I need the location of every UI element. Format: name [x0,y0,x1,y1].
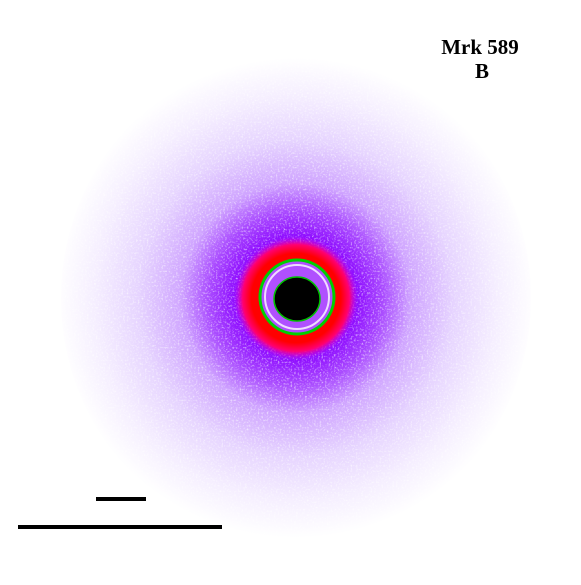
nucleus [273,276,321,322]
scale-bar-long [18,525,222,529]
scale-bar-short [96,497,146,501]
inner-ring [264,264,330,330]
band-label: B [475,59,489,83]
object-name: Mrk 589 [441,35,519,59]
